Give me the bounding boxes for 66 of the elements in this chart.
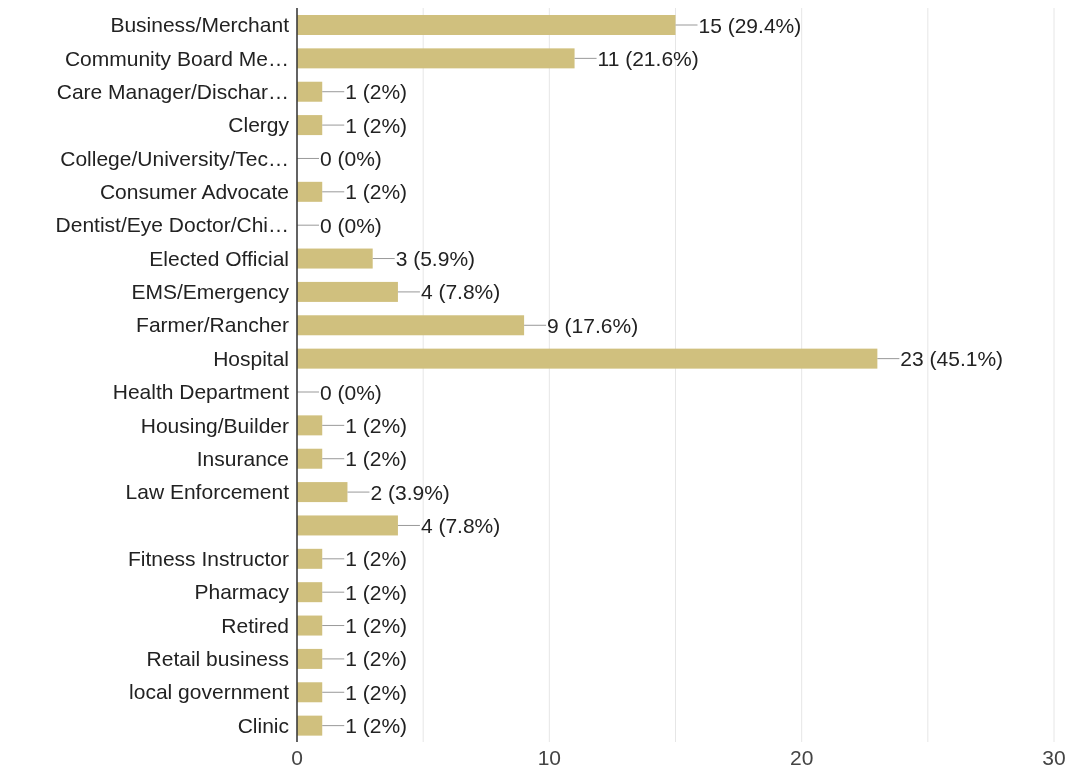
- bar: [297, 248, 373, 269]
- y-tick-label: Elected Official: [149, 246, 289, 270]
- data-label: 1 (2%): [345, 180, 408, 204]
- bar: [297, 15, 676, 35]
- y-tick-label: College/University/Tec…: [60, 146, 289, 170]
- data-label: 9 (17.6%): [547, 313, 639, 337]
- bar: [297, 415, 323, 436]
- y-tick-label: Law Enforcement: [125, 480, 290, 504]
- bar: [297, 548, 323, 569]
- bar: [297, 715, 323, 736]
- x-tick-label: 10: [537, 745, 562, 769]
- data-label: 1 (2%): [345, 714, 408, 738]
- y-tick-label: Hospital: [213, 346, 289, 370]
- bar: [297, 515, 398, 536]
- y-tick-label: Housing/Builder: [140, 413, 289, 437]
- bar: [297, 281, 398, 302]
- y-tick-label: Clinic: [237, 713, 289, 737]
- x-tick-label: 30: [1042, 745, 1066, 769]
- y-tick-label: Community Board Me…: [64, 46, 289, 70]
- bar: [297, 115, 323, 136]
- data-label: 0 (0%): [320, 146, 382, 170]
- data-label: 0 (0%): [320, 213, 382, 237]
- x-tick-label: 0: [291, 745, 303, 769]
- y-tick-label: Consumer Advocate: [99, 179, 289, 203]
- data-label: 2 (3.9%): [370, 480, 450, 504]
- y-tick-label: Dentist/Eye Doctor/Chi…: [55, 213, 289, 237]
- bar: [297, 448, 323, 469]
- data-label: 4 (7.8%): [420, 280, 501, 304]
- bar: [297, 582, 323, 603]
- y-tick-label: Insurance: [196, 446, 289, 470]
- data-label: 1 (2%): [345, 113, 408, 137]
- bar: [297, 181, 323, 202]
- bar: [297, 682, 323, 703]
- y-tick-label: Clergy: [228, 113, 290, 137]
- y-tick-label: Retail business: [146, 647, 289, 671]
- bar: [297, 482, 348, 503]
- data-label: 1 (2%): [345, 680, 408, 704]
- data-label: 1 (2%): [345, 647, 408, 671]
- data-label: 1 (2%): [345, 447, 408, 471]
- bar: [297, 348, 878, 369]
- y-tick-label: Retired: [221, 613, 289, 637]
- x-tick-label: 20: [789, 745, 814, 769]
- data-label: 1 (2%): [345, 614, 408, 638]
- data-label: 15 (29.4%): [698, 13, 802, 37]
- bar: [297, 648, 323, 669]
- y-tick-label: Business/Merchant: [110, 13, 290, 37]
- data-label: 23 (45.1%): [900, 347, 1004, 371]
- bar: [297, 81, 323, 102]
- y-tick-label: Farmer/Rancher: [136, 313, 289, 337]
- data-label: 3 (5.9%): [395, 247, 476, 271]
- bar: [297, 615, 323, 636]
- data-label: 4 (7.8%): [420, 513, 501, 537]
- y-tick-label: EMS/Emergency: [131, 280, 290, 304]
- data-label: 1 (2%): [345, 580, 408, 604]
- y-tick-label: Health Department: [112, 380, 290, 404]
- y-tick-label: local government: [129, 680, 290, 704]
- y-tick-label: Fitness Instructor: [127, 546, 289, 570]
- data-label: 11 (21.6%): [597, 46, 699, 70]
- data-label: 0 (0%): [320, 380, 382, 404]
- data-label: 1 (2%): [345, 413, 408, 437]
- data-label: 1 (2%): [345, 80, 408, 104]
- y-tick-label: Care Manager/Dischar…: [56, 79, 289, 103]
- bar: [297, 48, 575, 69]
- bar: [297, 315, 525, 336]
- data-label: 1 (2%): [345, 547, 408, 571]
- y-tick-label: Pharmacy: [194, 580, 290, 604]
